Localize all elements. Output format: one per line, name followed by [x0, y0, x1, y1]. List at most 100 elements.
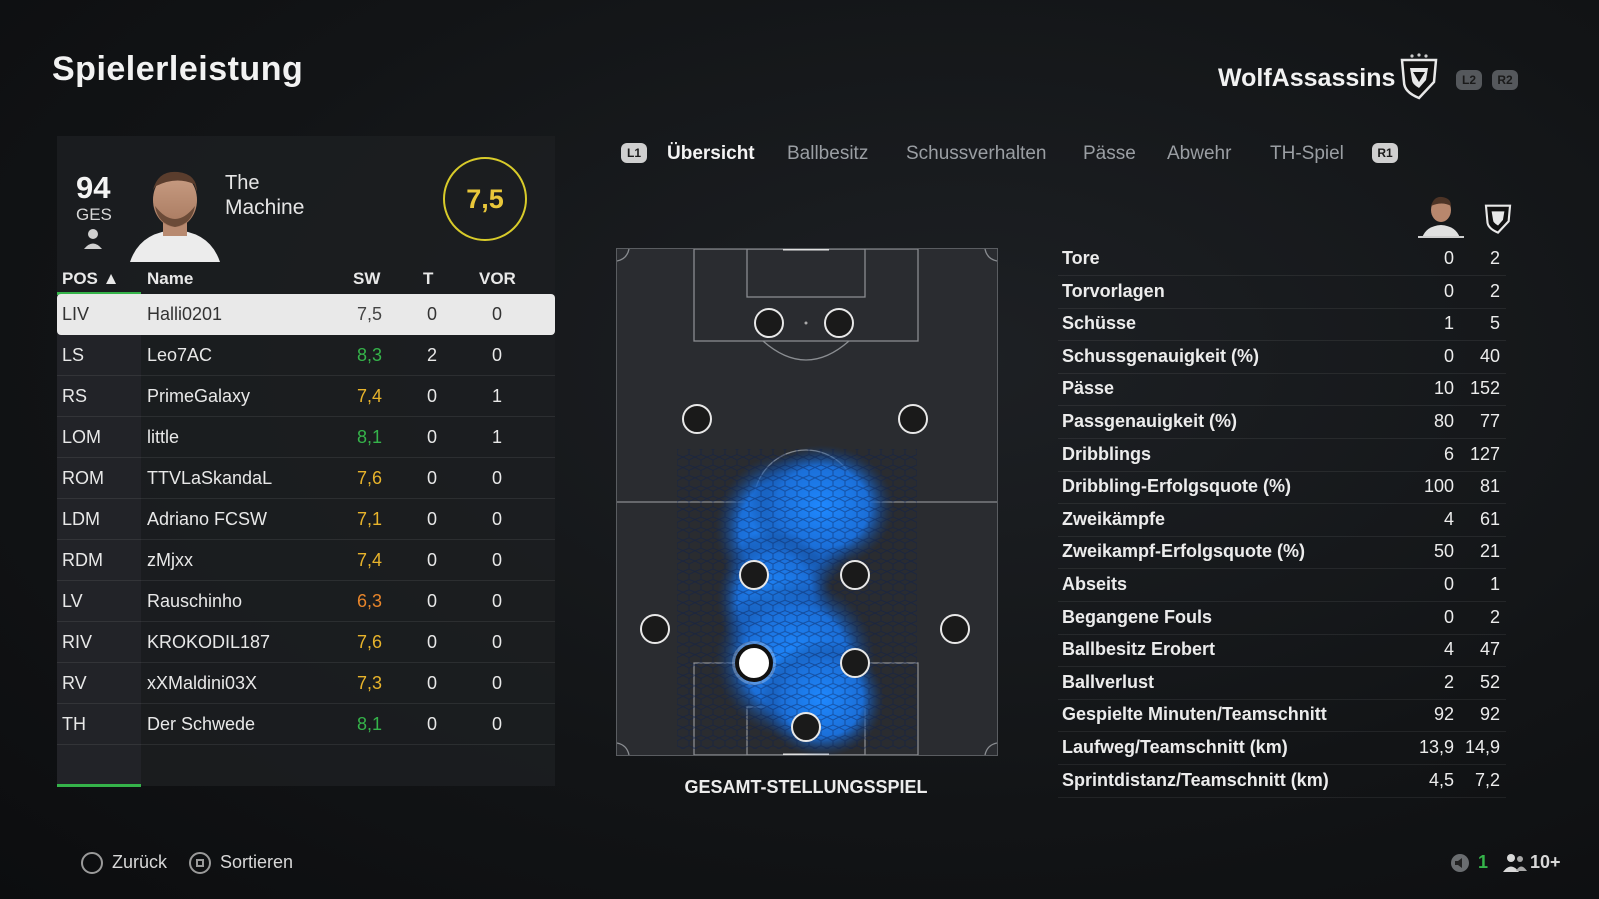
pitch-svg: [616, 247, 998, 757]
stat-team-value: 14,9: [1464, 737, 1500, 757]
table-row[interactable]: ROM TTVLaSkandaL 7,6 0 0: [57, 458, 555, 499]
tab-6[interactable]: TH-Spiel: [1270, 143, 1344, 164]
row-name: TTVLaSkandaL: [147, 468, 273, 488]
l1-button[interactable]: L1: [621, 143, 647, 163]
row-vor: 1: [492, 427, 503, 447]
stat-player-value: 4: [1443, 639, 1454, 660]
stat-label: Laufweg/Teamschnitt (km): [1062, 737, 1288, 757]
player-stat-icon: [1422, 196, 1460, 238]
row-sw: 7,4: [357, 550, 383, 570]
stat-label: Schussgenauigkeit (%): [1062, 345, 1260, 366]
table-row[interactable]: LV Rauschinho 6,3 0 0: [57, 581, 555, 622]
stat-team-value: 52: [1479, 671, 1500, 692]
stat-label: Ballbesitz Erobert: [1062, 639, 1216, 660]
player-last-name: Machine: [225, 196, 305, 219]
selected-player-marker: [735, 644, 773, 682]
back-button[interactable]: Zurück: [112, 852, 168, 872]
stat-team-value: 7,2: [1474, 769, 1500, 790]
stat-row: Ballverlust 2 52: [1058, 667, 1506, 700]
stat-player-value: 4,5: [1428, 769, 1454, 790]
stat-player-value: 0: [1443, 574, 1454, 594]
row-vor: 0: [492, 509, 503, 529]
col-name-header[interactable]: Name: [147, 269, 194, 288]
table-row[interactable]: LOM little 8,1 0 1: [57, 417, 555, 458]
team-name: WolfAssassins: [1218, 64, 1396, 92]
row-t: 0: [427, 468, 438, 488]
person-icon: [84, 229, 102, 249]
stat-row: Abseits 0 1: [1058, 569, 1506, 602]
row-name: Halli0201: [147, 304, 223, 324]
table-row[interactable]: RS PrimeGalaxy 7,4 0 1: [57, 376, 555, 417]
col-t-header[interactable]: T: [423, 269, 434, 288]
stat-player-value: 13,9: [1418, 737, 1454, 757]
l2-button[interactable]: L2: [1456, 70, 1482, 90]
row-vor: 0: [492, 468, 503, 488]
row-pos: LV: [62, 591, 83, 611]
stat-label: Gespielte Minuten/Teamschnitt: [1062, 704, 1327, 725]
tab-1[interactable]: Übersicht: [667, 143, 755, 164]
scroll-indicator: [57, 784, 141, 787]
table-row[interactable]: TH Der Schwede 8,1 0 0: [57, 704, 555, 745]
stat-player-value: 4: [1443, 508, 1454, 529]
player-avatar: [130, 171, 220, 262]
stat-label: Begangene Fouls: [1062, 606, 1213, 627]
row-pos: ROM: [62, 468, 104, 488]
player-col-underline: [1418, 236, 1464, 238]
stat-team-value: 40: [1479, 345, 1500, 366]
sort-button[interactable]: Sortieren: [220, 852, 294, 872]
row-sw: 7,5: [357, 304, 383, 324]
player-first-name: The: [225, 172, 260, 194]
stat-row: Sprintdistanz/Teamschnitt (km) 4,5 7,2: [1058, 765, 1506, 798]
col-sw-header[interactable]: SW: [353, 269, 381, 288]
table-row[interactable]: RV xXMaldini03X 7,3 0 0: [57, 663, 555, 704]
stat-team-value: 127: [1469, 443, 1500, 464]
row-sw: 8,1: [357, 714, 383, 734]
tab-2[interactable]: Ballbesitz: [787, 143, 869, 164]
row-pos: RV: [62, 673, 87, 693]
stat-team-value: 5: [1489, 313, 1500, 334]
row-t: 0: [427, 714, 438, 734]
r2-button[interactable]: R2: [1492, 70, 1518, 90]
stat-player-value: 10: [1433, 378, 1454, 399]
row-t: 0: [427, 632, 438, 652]
row-vor: 0: [492, 673, 503, 693]
stat-row: Zweikampf-Erfolgsquote (%) 50 21: [1058, 536, 1506, 570]
stat-row: Gespielte Minuten/Teamschnitt 92 92: [1058, 699, 1506, 733]
row-sw: 7,4: [357, 386, 383, 406]
heatmap-area: [677, 445, 917, 757]
stat-row: Tore 0 2: [1058, 243, 1506, 276]
row-name: zMjxx: [147, 550, 193, 570]
stat-label: Tore: [1062, 248, 1100, 268]
r1-button[interactable]: R1: [1372, 143, 1398, 163]
row-t: 0: [427, 591, 438, 611]
row-name: xXMaldini03X: [147, 673, 258, 693]
table-row[interactable]: LDM Adriano FCSW 7,1 0 0: [57, 499, 555, 540]
table-row[interactable]: LIV Halli0201 7,5 0 0: [57, 294, 555, 335]
table-row[interactable]: RDM zMjxx 7,4 0 0: [57, 540, 555, 581]
stat-label: Pässe: [1062, 378, 1115, 399]
row-pos: LOM: [62, 427, 102, 447]
stat-row: Dribbling-Erfolgsquote (%) 100 81: [1058, 471, 1506, 505]
stat-player-value: 92: [1433, 704, 1454, 725]
stat-label: Passgenauigkeit (%): [1062, 411, 1238, 431]
row-vor: 0: [492, 345, 503, 365]
stat-team-value: 61: [1479, 508, 1500, 529]
row-vor: 0: [492, 632, 503, 652]
row-pos: LDM: [62, 509, 101, 529]
row-pos: LS: [62, 345, 85, 365]
tab-5[interactable]: Abwehr: [1167, 143, 1232, 164]
table-row[interactable]: LS Leo7AC 8,3 2 0: [57, 335, 555, 376]
stat-row: Schüsse 1 5: [1058, 308, 1506, 342]
table-row[interactable]: RIV KROKODIL187 7,6 0 0: [57, 622, 555, 663]
col-vor-header[interactable]: VOR: [479, 269, 516, 288]
row-vor: 0: [492, 714, 503, 734]
stat-team-value: 152: [1469, 378, 1500, 399]
row-name: Rauschinho: [147, 591, 243, 611]
stat-player-value: 50: [1433, 541, 1454, 562]
stat-team-value: 2: [1489, 280, 1500, 301]
stat-team-value: 47: [1479, 639, 1500, 660]
tab-3[interactable]: Schussverhalten: [906, 143, 1047, 164]
col-pos-header[interactable]: POS ▲: [62, 269, 120, 288]
table-header: POS ▲ Name SW T VOR: [57, 264, 555, 294]
tab-4[interactable]: Pässe: [1083, 143, 1136, 164]
